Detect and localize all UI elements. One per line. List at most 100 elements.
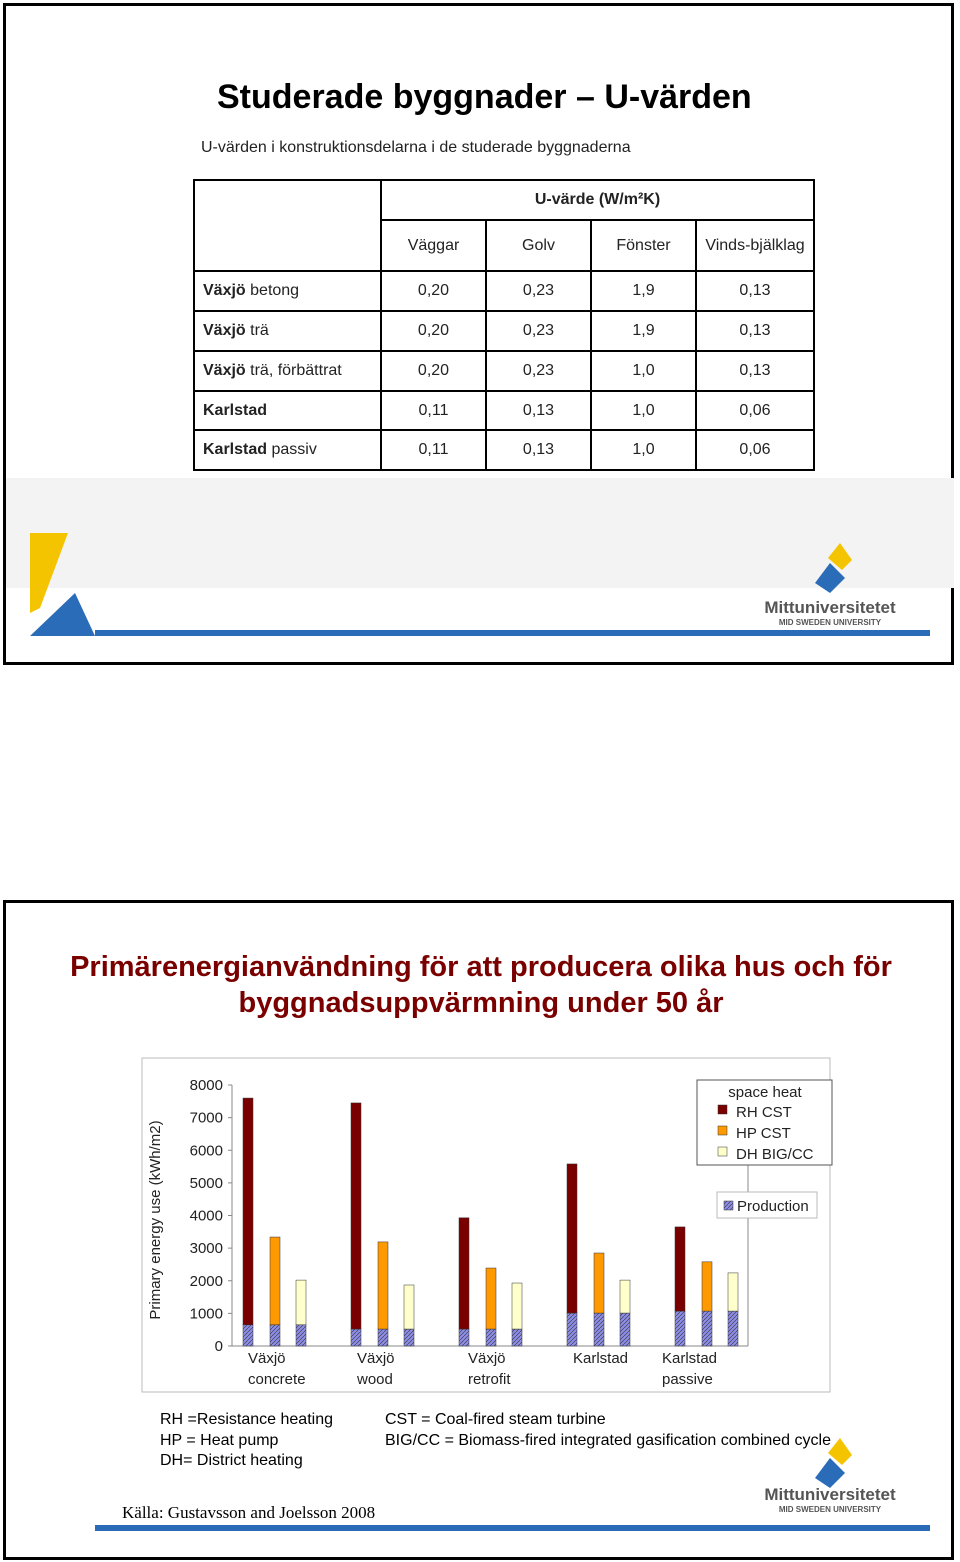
legend-label: HP CST: [736, 1125, 791, 1142]
slide-2: Primärenergianvändning för att producera…: [3, 900, 954, 1560]
value-cell: 1,9: [590, 310, 697, 352]
swoosh-blue: [30, 593, 95, 636]
space-heat-bar: [727, 1272, 739, 1312]
value-cell: 1,0: [590, 350, 697, 392]
production-bar: [593, 1312, 605, 1347]
plot-frame: [141, 1057, 831, 1393]
x-tick-label: Växjö retrofit: [468, 1350, 511, 1388]
production-bar: [511, 1328, 523, 1347]
logo-name: Mittuniversitetet: [764, 1485, 896, 1504]
production-bar: [403, 1328, 415, 1347]
place: Växjö: [203, 282, 246, 299]
value-cell: 0,20: [380, 270, 487, 312]
x-tick-label: Växjö wood: [357, 1350, 395, 1388]
desc: betong: [250, 282, 300, 299]
legend-label: DH BIG/CC: [736, 1146, 814, 1163]
space-heat-bar: [403, 1284, 415, 1330]
value-cell: 0,06: [695, 429, 815, 471]
space-heat-bar: [269, 1236, 281, 1326]
production-bar: [269, 1324, 281, 1347]
row-label: Karlstad passiv: [193, 429, 382, 471]
logo-mark-yellow: [828, 543, 852, 570]
place: Karlstad: [203, 401, 268, 419]
space-heat-bar: [701, 1261, 713, 1312]
space-heat-bar: [485, 1267, 497, 1330]
place: Växjö: [203, 362, 246, 379]
logo-mark-blue: [815, 563, 845, 593]
production-bar: [458, 1328, 470, 1347]
y-tick-label: 5000: [190, 1175, 223, 1192]
legend-title: space heat: [728, 1084, 802, 1101]
place: Växjö: [203, 322, 246, 339]
swoosh-yellow: [30, 533, 68, 613]
row-label: Karlstad: [193, 390, 382, 431]
u-value-table: U-värde (W/m²K) Väggar Golv Fönster Vinds-bj…: [193, 179, 815, 471]
production-bar: [350, 1328, 362, 1347]
note: DH= District heating: [160, 1452, 303, 1469]
legend-swatch: [717, 1125, 728, 1136]
column-header: Golv: [485, 219, 592, 272]
note: RH =Resistance heating: [160, 1411, 333, 1428]
production-bar: [701, 1310, 713, 1347]
production-bar: [674, 1310, 686, 1347]
space-heat-bar: [593, 1252, 605, 1314]
legend-swatch: [717, 1104, 728, 1115]
value-cell: 1,0: [590, 390, 697, 431]
empty-cell: [193, 179, 382, 272]
y-axis-label: Primary energy use (kWh/m2): [147, 1120, 164, 1319]
slide-title: Primärenergianvändning för att producera…: [70, 951, 892, 1019]
value-cell: 0,13: [695, 350, 815, 392]
value-cell: 0,23: [485, 350, 592, 392]
strip2: [95, 1525, 930, 1531]
production-bar: [566, 1312, 578, 1347]
group-header: U-värde (W/m²K): [380, 179, 815, 221]
production-bar: [619, 1312, 631, 1347]
production-bar: [295, 1324, 307, 1347]
space-heat-bar: [295, 1279, 307, 1326]
row-label: Växjö trä, förbättrat: [193, 350, 382, 392]
value-cell: 0,20: [380, 310, 487, 352]
fade-band: [6, 478, 954, 588]
y-tick-label: 2000: [190, 1273, 223, 1290]
value-cell: 0,11: [380, 390, 487, 431]
value-cell: 0,06: [695, 390, 815, 431]
row-label: Växjö betong: [193, 270, 382, 312]
value-cell: 0,11: [380, 429, 487, 471]
space-heat-bar: [674, 1226, 686, 1312]
production-bar: [727, 1310, 739, 1347]
production-bar: [377, 1328, 389, 1347]
value-cell: 1,0: [590, 429, 697, 471]
legend-box: [716, 1191, 818, 1219]
space-heat-bar: [350, 1102, 362, 1330]
note: HP = Heat pump: [160, 1431, 279, 1449]
logo-mark-blue: [815, 1458, 845, 1488]
space-heat-bar: [566, 1163, 578, 1314]
value-cell: 0,23: [485, 310, 592, 352]
value-cell: 1,9: [590, 270, 697, 312]
value-cell: 0,23: [485, 270, 592, 312]
y-tick-label: 6000: [190, 1142, 223, 1159]
legend-label: RH CST: [736, 1104, 792, 1121]
row-label: Växjö trä: [193, 310, 382, 352]
column-header: Väggar: [380, 219, 487, 272]
x-tick-label: Karlstad: [573, 1350, 629, 1367]
legend-swatch: [717, 1146, 728, 1157]
production-bar: [485, 1328, 497, 1347]
note: BIG/CC = Biomass-fired integrated gasifi…: [385, 1431, 831, 1449]
value-cell: 0,20: [380, 350, 487, 392]
slide-1: Studerade byggnader – U-värden U-värden …: [3, 3, 954, 665]
legend-label: Production: [737, 1198, 809, 1215]
y-tick-label: 4000: [190, 1208, 223, 1225]
space-heat-bar: [619, 1279, 631, 1314]
logo-tagline: MID SWEDEN UNIVERSITY: [779, 1505, 882, 1514]
space-heat-bar: [458, 1217, 470, 1330]
desc: trä, förbättrat: [250, 362, 342, 379]
space-heat-bar: [511, 1282, 523, 1330]
source: Källa: Gustavsson and Joelsson 2008: [122, 1503, 376, 1522]
y-tick-label: 7000: [190, 1110, 223, 1127]
space-heat-bar: [377, 1241, 389, 1330]
blue-strip: [95, 630, 930, 636]
x-tick-label: Karlstad passive: [662, 1350, 718, 1388]
